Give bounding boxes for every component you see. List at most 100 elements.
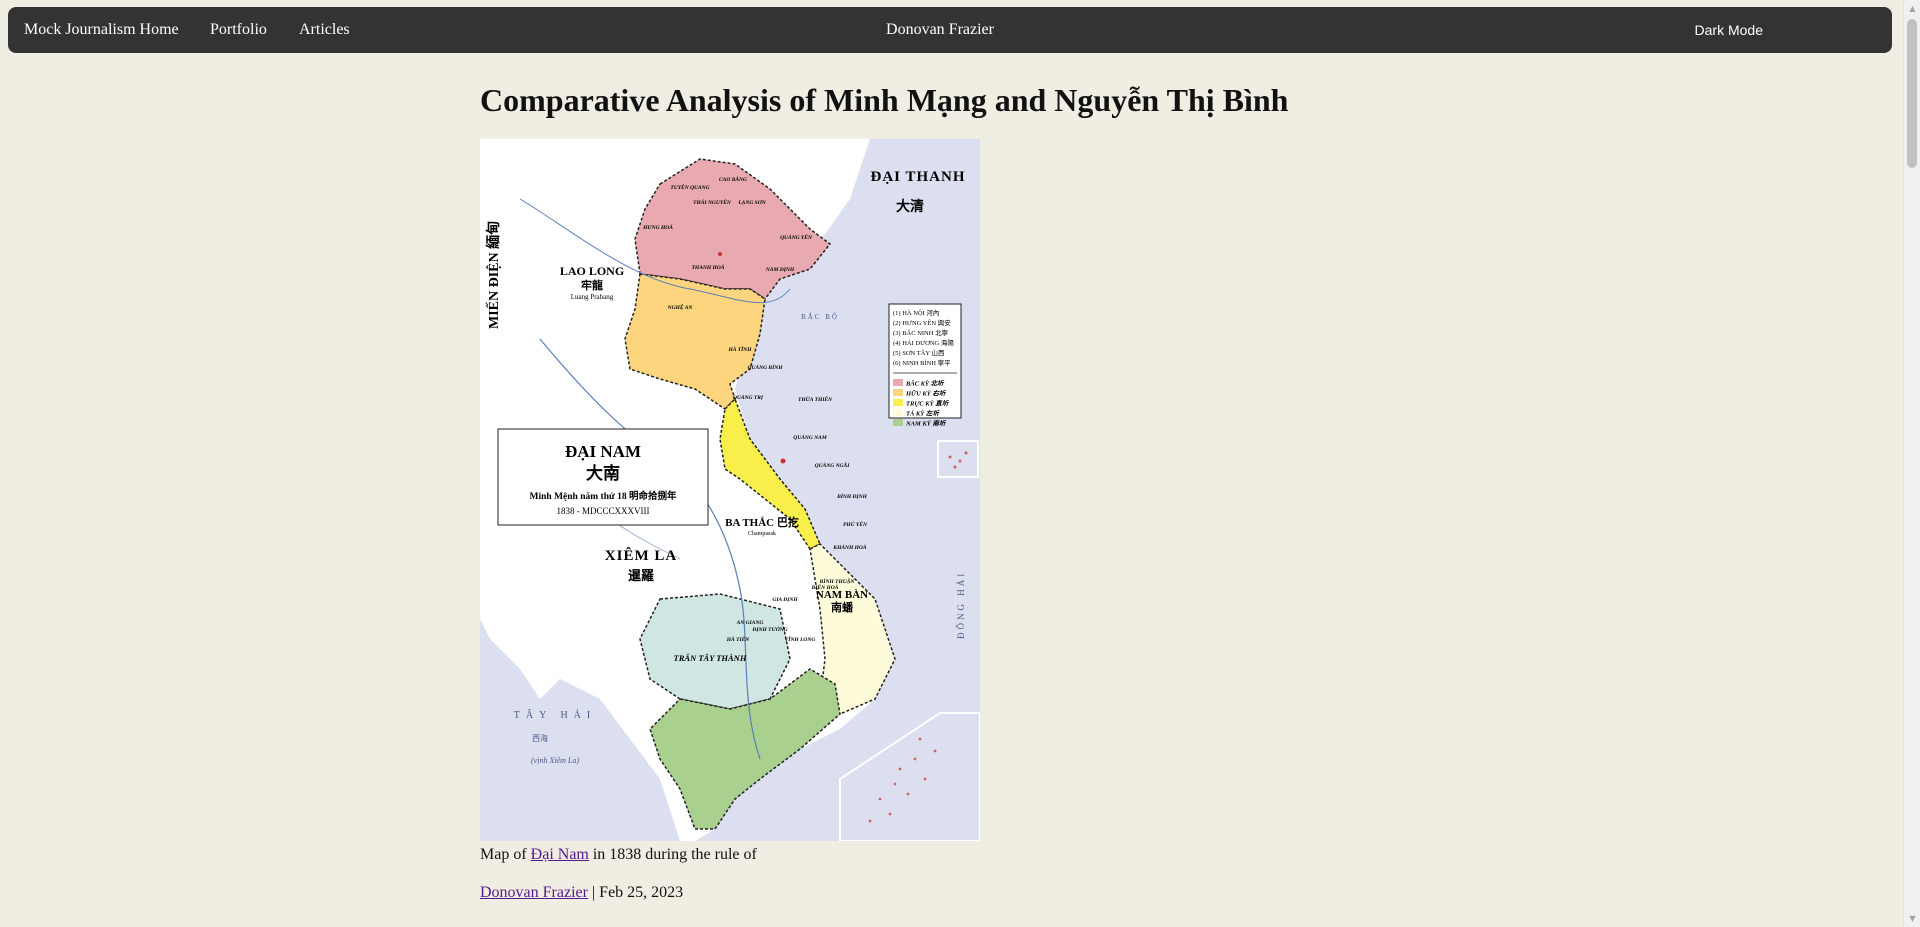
legend-item: (4) HẢI DƯƠNG 海陽	[893, 338, 954, 347]
spratly-dots	[868, 737, 937, 823]
legend-item: (6) NINH BÌNH 寧平	[893, 358, 951, 367]
map-inset-spratly	[839, 712, 980, 841]
legend-item: (3) BẮC NINH 北寧	[893, 328, 949, 337]
province-label: NGHỆ AN	[667, 303, 694, 311]
province-label: KHÁNH HOÀ	[832, 543, 866, 551]
vertical-scrollbar[interactable]: ▲ ▼	[1903, 0, 1920, 927]
label-lao-long-han: 牢龍	[581, 278, 603, 292]
legend-region-label: TẢ KỲ 左圻	[906, 410, 940, 418]
province-label: AN GIANG	[736, 620, 764, 626]
island-dot	[953, 465, 957, 469]
article: Comparative Analysis of Minh Mạng and Ng…	[480, 70, 1480, 901]
island-dot	[964, 451, 968, 455]
dai-nam-map-image: ĐẠI NAM 大南 Minh Mệnh năm thứ 18 明命拾捌年 18…	[480, 139, 980, 841]
map-subtitle: Minh Mệnh năm thứ 18 明命拾捌年	[530, 490, 677, 502]
label-ba-thac: BA THẮC 巴扢	[725, 515, 799, 529]
site-title: Donovan Frazier	[886, 21, 994, 38]
legend-swatch	[893, 399, 903, 406]
province-label: PHÚ YÊN	[843, 520, 868, 528]
province-labels: TUYÊN QUANG CAO BẰNG THÁI NGUYÊN LẠNG SƠN HƯ…	[642, 175, 868, 643]
map-inset-paracel	[937, 440, 979, 478]
map-title-2: 大南	[586, 463, 620, 483]
province-label: LẠNG SƠN	[737, 199, 766, 206]
label-vinh-xiem-la: (vịnh Xiêm La)	[531, 756, 579, 765]
capital-dot	[718, 252, 722, 256]
province-label: QUẢNG NGÃI	[815, 461, 851, 469]
region-tran-tay	[639, 593, 791, 710]
scroll-thumb[interactable]	[1907, 19, 1917, 168]
article-title: Comparative Analysis of Minh Mạng and Ng…	[480, 82, 1289, 118]
top-navbar: Mock Journalism Home Portfolio Articles …	[8, 7, 1892, 53]
scroll-up-icon[interactable]: ▲	[1909, 4, 1916, 13]
legend-item: (1) HÀ NỘI 河內	[893, 308, 939, 317]
legend-item: (5) SƠN TÂY 山西	[893, 348, 945, 357]
label-lao-long-sub: Luang Prabang	[571, 293, 614, 301]
label-xiem-la-han: 暹羅	[628, 568, 654, 583]
nav-articles-link[interactable]: Articles	[299, 21, 350, 38]
legend-item: (2) HƯNG YÊN 興安	[893, 318, 951, 327]
legend-region-label: TRỰC KỲ 直圻	[906, 400, 950, 408]
label-ba-thac-sub: Champasak	[748, 531, 776, 537]
province-label: THỪA THIÊN	[798, 395, 833, 403]
nav-portfolio-link[interactable]: Portfolio	[210, 21, 267, 38]
province-label: NAM ĐỊNH	[765, 267, 795, 273]
label-tay-hai: TÂY HẢI	[514, 709, 596, 721]
river-mekong	[539, 338, 761, 760]
province-label: BÌNH THUẬN	[819, 577, 856, 585]
province-label: QUẢNG YÊN	[780, 233, 813, 241]
nav-home-link[interactable]: Mock Journalism Home	[24, 21, 179, 38]
province-label: THÁI NGUYÊN	[693, 198, 732, 206]
province-label: VĨNH LONG	[785, 635, 816, 643]
map-title-box	[497, 428, 709, 526]
province-label: HÀ TIÊN	[726, 635, 750, 643]
legend-region-label: BẮC KỲ 北圻	[905, 380, 945, 388]
label-dai-thanh: ĐẠI THANH	[871, 169, 966, 185]
legend-swatch	[893, 389, 903, 396]
publish-date: Feb 25, 2023	[599, 884, 684, 901]
map-legend-items: (1) HÀ NỘI 河內(2) HƯNG YÊN 興安(3) BẮC NINH…	[893, 308, 957, 374]
label-dong-hai: ĐÔNG HẢI	[956, 571, 966, 639]
legend-region-label: HỮU KỲ 右圻	[905, 390, 947, 398]
region-ta-ky	[809, 543, 896, 715]
province-label: THANH HOÁ	[692, 263, 725, 271]
province-label: BIÊN HOÀ	[811, 583, 839, 591]
label-tran-tay-thanh: TRẤN TÂY THÀNH	[674, 653, 747, 663]
province-label: HƯNG HOÁ	[642, 223, 673, 231]
legend-swatch	[893, 379, 903, 386]
label-nam-ban: NAM BÀN	[816, 589, 868, 601]
province-label: TUYÊN QUANG	[670, 183, 709, 191]
river-red	[519, 198, 791, 304]
map-year: 1838 - MDCCCXXXVIII	[557, 506, 650, 516]
label-lao-long: LAO LONG	[560, 264, 624, 278]
legend-region-label: NAM KỲ 南圻	[905, 420, 947, 428]
byline-separator: |	[587, 884, 600, 901]
map-caption: Map of Đại Nam in 1838 during the rule o…	[480, 846, 757, 864]
byline: Donovan Frazier | Feb 25, 2023	[480, 884, 683, 902]
capital-hue-dot	[780, 458, 786, 464]
province-label: QUẢNG NAM	[793, 433, 828, 441]
province-label: QUẢNG TRỊ	[733, 393, 764, 401]
label-dai-thanh-han: 大清	[896, 198, 924, 215]
caption-prefix: Map of	[480, 846, 531, 863]
caption-suffix: in 1838 during the rule of	[588, 846, 757, 863]
dai-nam-link[interactable]: Đại Nam	[530, 846, 589, 863]
map-title-1: ĐẠI NAM	[565, 442, 641, 461]
legend-swatch	[893, 419, 903, 426]
legend-swatch	[893, 409, 903, 416]
island-dot	[958, 459, 962, 463]
map-gulf	[480, 619, 655, 841]
map-legend-regions: BẮC KỲ 北圻 HỮU KỲ 右圻 TRỰC KỲ 直圻 TẢ KỲ 左圻 NAM …	[893, 379, 950, 428]
province-label: HÀ TĨNH	[727, 345, 752, 353]
label-xiem-la: XIÊM LA	[605, 547, 677, 564]
province-label: ĐỊNH TƯỜNG	[751, 625, 787, 633]
dark-mode-button[interactable]: Dark Mode	[1695, 7, 1763, 53]
province-label: CAO BẰNG	[719, 175, 747, 183]
island-dot	[948, 455, 952, 459]
region-bac-ky	[634, 158, 832, 301]
scroll-down-icon[interactable]: ▼	[1909, 914, 1916, 923]
province-label: BÌNH ĐỊNH	[836, 492, 868, 500]
region-huu-ky	[624, 273, 766, 410]
label-nam-ban-han: 南蟠	[831, 600, 854, 614]
author-link[interactable]: Donovan Frazier	[480, 884, 588, 901]
label-bac-bo: BẮC BỘ	[801, 313, 839, 321]
